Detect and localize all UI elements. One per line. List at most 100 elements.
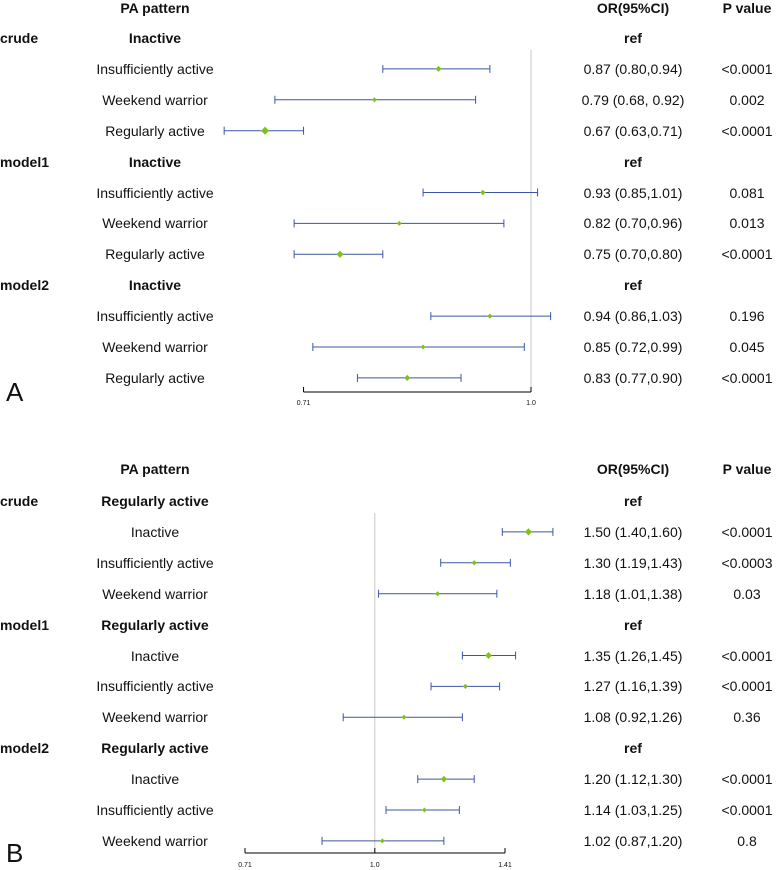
ref-label: ref (624, 616, 642, 633)
or-ci-value: 1.14 (1.03,1.25) (583, 802, 683, 818)
ref-label: ref (624, 277, 642, 294)
or-ci-value: 0.67 (0.63,0.71) (583, 122, 683, 139)
or-point-marker (379, 838, 385, 844)
reference-category: Regularly active (101, 493, 209, 509)
x-axis-tick-label: 1.41 (498, 862, 512, 869)
row-label: Insufficiently active (96, 308, 214, 325)
or-point-marker (404, 374, 411, 381)
or-ci-value: 0.94 (0.86,1.03) (583, 308, 683, 325)
x-axis-tick-label: 1.0 (369, 862, 380, 869)
or-ci-value: 1.20 (1.12,1.30) (583, 771, 683, 788)
row-label: Regularly active (105, 369, 205, 386)
ref-label: ref (624, 153, 642, 170)
or-ci-value: 1.02 (0.87,1.20) (583, 832, 683, 849)
or-point-marker (471, 560, 477, 566)
or-ci-value: 0.87 (0.80,0.94) (583, 60, 683, 77)
panel-label: A (6, 377, 24, 407)
or-ci-value: 0.75 (0.70,0.80) (583, 246, 683, 263)
or-ci-value: 1.18 (1.01,1.38) (583, 585, 683, 602)
or-ci-value: 1.30 (1.19,1.43) (583, 554, 683, 571)
ref-label: ref (624, 493, 642, 509)
or-ci-value: 1.50 (1.40,1.60) (583, 523, 683, 540)
p-value: <0.0001 (721, 802, 773, 818)
row-label: Insufficiently active (96, 60, 214, 77)
model-label: model1 (0, 153, 50, 170)
or-ci-value: 0.82 (0.70,0.96) (583, 215, 683, 232)
or-point-marker (261, 126, 270, 135)
p-value: 0.081 (729, 184, 765, 201)
x-axis-tick-label: 0.71 (238, 862, 252, 869)
panel-label: B (6, 838, 24, 868)
row-label: Weekend warrior (102, 215, 208, 232)
p-value: 0.002 (729, 91, 765, 108)
p-value: 0.36 (733, 709, 761, 726)
header-p-value: P value (722, 0, 772, 16)
header-pa-pattern: PA pattern (120, 0, 190, 16)
row-label: Inactive (130, 771, 180, 788)
or-point-marker (462, 683, 469, 690)
p-value: <0.0001 (721, 60, 773, 77)
reference-category: Regularly active (101, 616, 209, 633)
reference-category: Inactive (128, 153, 182, 170)
p-value: 0.013 (729, 215, 765, 232)
or-point-marker (487, 313, 493, 319)
or-point-marker (336, 250, 344, 258)
or-ci-value: 0.85 (0.72,0.99) (583, 339, 683, 355)
row-label: Weekend warrior (102, 585, 208, 602)
or-ci-value: 1.35 (1.26,1.45) (583, 647, 683, 664)
p-value: <0.0001 (721, 678, 773, 695)
or-point-marker (401, 714, 407, 720)
p-value: <0.0003 (721, 554, 773, 571)
x-axis-tick-label: 0.71 (296, 400, 311, 407)
model-label: model2 (0, 277, 50, 294)
header-or-ci: OR(95%CI) (596, 0, 670, 16)
row-label: Insufficiently active (96, 554, 214, 571)
p-value: <0.0001 (721, 647, 773, 664)
model-label: crude (0, 493, 39, 509)
ref-label: ref (624, 740, 642, 757)
or-point-marker (485, 652, 492, 659)
row-label: Insufficiently active (96, 678, 214, 695)
row-label: Inactive (130, 523, 180, 540)
or-point-marker (435, 591, 441, 597)
or-point-marker (371, 97, 377, 103)
or-ci-value: 0.83 (0.77,0.90) (583, 369, 683, 386)
or-point-marker (524, 528, 533, 536)
row-label: Weekend warrior (102, 832, 208, 849)
model-label: model1 (0, 616, 50, 633)
or-point-marker (396, 220, 402, 226)
reference-category: Regularly active (101, 740, 209, 757)
ref-label: ref (624, 30, 642, 46)
or-point-marker (420, 344, 426, 350)
or-point-marker (435, 65, 442, 72)
p-value: <0.0001 (721, 369, 773, 386)
row-label: Regularly active (105, 246, 205, 263)
p-value: <0.0001 (721, 246, 773, 263)
row-label: Insufficiently active (96, 184, 214, 201)
model-label: crude (0, 30, 39, 46)
or-ci-value: 0.93 (0.85,1.01) (583, 184, 683, 201)
reference-category: Inactive (128, 30, 182, 46)
row-label: Insufficiently active (96, 802, 214, 818)
or-ci-value: 1.27 (1.16,1.39) (583, 678, 683, 695)
p-value: <0.0001 (721, 122, 773, 139)
header-p-value: P value (722, 461, 772, 477)
row-label: Inactive (130, 647, 180, 664)
p-value: 0.03 (733, 585, 761, 602)
p-value: 0.8 (737, 832, 757, 849)
or-point-marker (480, 189, 486, 196)
header-pa-pattern: PA pattern (120, 461, 190, 477)
row-label: Weekend warrior (102, 91, 208, 108)
or-point-marker (421, 807, 427, 813)
row-label: Weekend warrior (102, 709, 208, 726)
or-ci-value: 1.08 (0.92,1.26) (583, 709, 683, 726)
or-ci-value: 0.79 (0.68, 0.92) (581, 91, 685, 108)
p-value: <0.0001 (721, 523, 773, 540)
header-or-ci: OR(95%CI) (596, 461, 670, 477)
row-label: Regularly active (105, 122, 205, 139)
or-point-marker (440, 775, 448, 783)
p-value: <0.0001 (721, 771, 773, 788)
x-axis-tick-label: 1.0 (526, 400, 536, 407)
p-value: 0.196 (729, 308, 765, 325)
reference-category: Inactive (128, 277, 182, 294)
